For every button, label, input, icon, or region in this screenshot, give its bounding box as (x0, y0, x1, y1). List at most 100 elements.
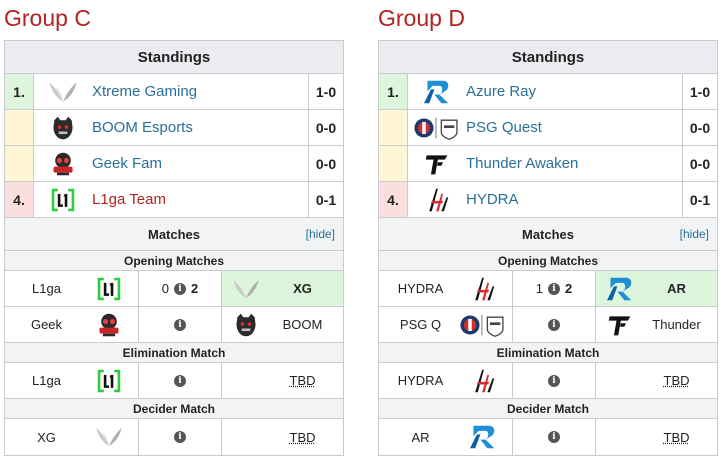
score: 0-0 (309, 146, 343, 181)
geek-fam-icon[interactable] (80, 312, 138, 338)
group-title: Group C (4, 5, 91, 31)
info-icon[interactable]: i (174, 282, 186, 295)
info-icon[interactable]: i (548, 431, 560, 443)
round-header: Decider Match (379, 399, 717, 419)
match-row: PSG Q i Thunder (379, 307, 717, 343)
azure-ray-icon[interactable] (454, 424, 512, 450)
boom-bear-icon[interactable] (222, 312, 270, 338)
thunder-awaken-icon[interactable] (596, 312, 644, 338)
matches-header: Matches [hide] (379, 218, 717, 251)
azure-ray-icon[interactable] (596, 276, 644, 302)
info-icon[interactable]: i (174, 374, 186, 387)
matches-label: Matches (521, 227, 575, 242)
round-header: Elimination Match (5, 343, 343, 363)
matches-label: Matches (147, 227, 201, 242)
match-score: i (513, 363, 596, 398)
team-link[interactable]: Thunder Awaken (466, 155, 579, 172)
xg-wings-icon[interactable] (222, 277, 270, 301)
team-right[interactable]: AR (667, 281, 686, 296)
place (5, 146, 34, 181)
score: 0-1 (309, 182, 343, 217)
xg-wings-icon[interactable] (34, 79, 92, 105)
standings-row: 4. L1ga Team 0-1 (5, 182, 343, 218)
place: 4. (5, 182, 34, 217)
psg-quest-icon[interactable] (408, 115, 466, 141)
score: 0-0 (683, 110, 717, 145)
hide-toggle[interactable]: [hide] (305, 227, 335, 241)
round-header: Decider Match (5, 399, 343, 419)
info-icon[interactable]: i (548, 282, 560, 295)
standings-row: 1. Xtreme Gaming 1-0 (5, 74, 343, 110)
match-score: i (139, 307, 222, 342)
match-row: L1ga i TBD (5, 363, 343, 399)
l1ga-icon[interactable] (34, 187, 92, 213)
l1ga-icon[interactable] (80, 276, 138, 302)
round-header: Opening Matches (379, 251, 717, 271)
hide-toggle[interactable]: [hide] (679, 227, 709, 241)
standings-header: Standings (379, 41, 717, 74)
info-icon[interactable]: i (174, 431, 186, 443)
team-left[interactable]: L1ga (32, 373, 61, 388)
match-score: i (513, 419, 596, 455)
standings-table: Standings 1. Xtreme Gaming 1-0 BOOM Espo… (4, 40, 344, 456)
info-icon[interactable]: i (174, 318, 186, 331)
team-link[interactable]: BOOM Esports (92, 119, 193, 136)
standings-row: 1. Azure Ray 1-0 (379, 74, 717, 110)
place (379, 146, 408, 181)
right-score: 2 (191, 281, 199, 296)
team-link[interactable]: L1ga Team (92, 191, 166, 208)
team-right-tbd: TBD (663, 373, 690, 388)
match-score: i (139, 363, 222, 398)
team-right[interactable]: BOOM (282, 317, 323, 332)
thunder-awaken-icon[interactable] (408, 151, 466, 177)
team-left[interactable]: HYDRA (397, 281, 444, 296)
place: 1. (5, 74, 34, 109)
team-left[interactable]: Geek (30, 317, 63, 332)
team-right-tbd: TBD (663, 429, 690, 445)
team-link[interactable]: HYDRA (466, 191, 519, 208)
azure-ray-icon[interactable] (408, 79, 466, 105)
team-link[interactable]: Xtreme Gaming (92, 83, 198, 100)
team-left[interactable]: XG (37, 429, 56, 445)
geek-fam-icon[interactable] (34, 151, 92, 177)
score: 0-0 (683, 146, 717, 181)
match-row: AR i TBD (379, 419, 717, 455)
match-row: HYDRA i TBD (379, 363, 717, 399)
hydra-icon[interactable] (454, 368, 512, 394)
team-left[interactable]: HYDRA (397, 373, 444, 388)
match-score: 1 i 2 (513, 271, 596, 306)
xg-wings-icon[interactable] (80, 425, 138, 449)
hydra-icon[interactable] (408, 187, 466, 213)
match-row: XG i TBD (5, 419, 343, 455)
team-link[interactable]: Geek Fam (92, 155, 163, 172)
team-right[interactable]: Thunder (652, 317, 701, 332)
standings-row: PSG Quest 0-0 (379, 110, 717, 146)
standings-header: Standings (5, 41, 343, 74)
group-c: Group C Standings 1. Xtreme Gaming 1-0 B… (4, 0, 344, 456)
place: 4. (379, 182, 408, 217)
team-link[interactable]: PSG Quest (466, 119, 542, 136)
match-row: Geek i BOOM (5, 307, 343, 343)
standings-row: Thunder Awaken 0-0 (379, 146, 717, 182)
match-score: i (513, 307, 596, 342)
standings-table: Standings 1. Azure Ray 1-0 PSG Quest 0-0… (378, 40, 718, 456)
match-score: i (139, 419, 222, 455)
group-title: Group D (378, 5, 465, 31)
team-right[interactable]: XG (293, 281, 312, 296)
team-left[interactable]: L1ga (32, 281, 61, 296)
match-row: HYDRA 1 i 2 AR (379, 271, 717, 307)
team-left[interactable]: AR (411, 429, 430, 445)
score: 0-0 (309, 110, 343, 145)
boom-bear-icon[interactable] (34, 115, 92, 141)
team-right-tbd: TBD (289, 373, 316, 388)
round-header: Opening Matches (5, 251, 343, 271)
team-left[interactable]: PSG Q (399, 317, 442, 332)
info-icon[interactable]: i (548, 318, 560, 331)
right-score: 2 (565, 281, 573, 296)
l1ga-icon[interactable] (80, 368, 138, 394)
hydra-icon[interactable] (454, 276, 512, 302)
info-icon[interactable]: i (548, 374, 560, 387)
score: 1-0 (309, 74, 343, 109)
team-link[interactable]: Azure Ray (466, 83, 537, 100)
psg-quest-icon[interactable] (454, 312, 512, 338)
